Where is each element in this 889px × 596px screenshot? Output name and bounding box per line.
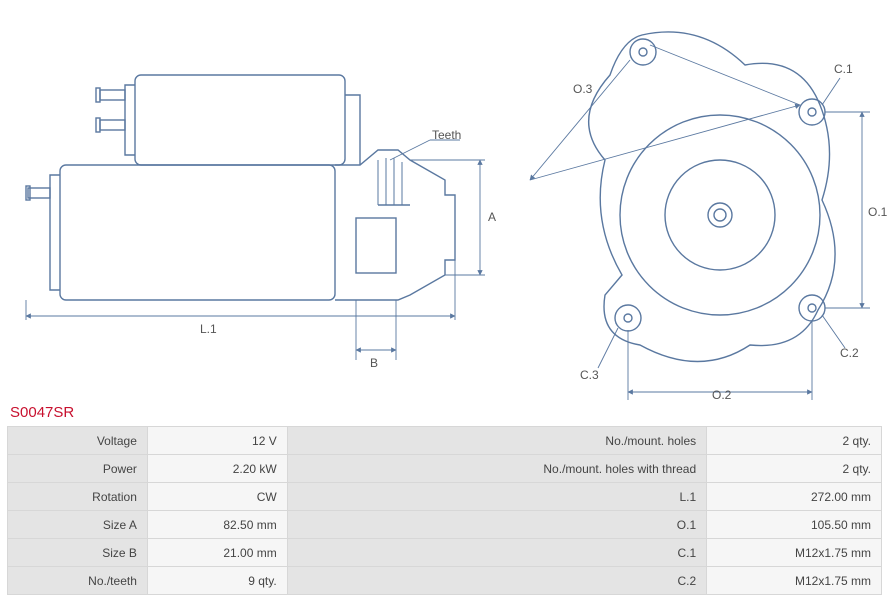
- spec-label: No./teeth: [8, 567, 148, 595]
- label-A: A: [488, 210, 496, 224]
- spec-value: 272.00 mm: [707, 483, 882, 511]
- label-teeth: Teeth: [432, 128, 461, 142]
- spec-label: Size A: [8, 511, 148, 539]
- table-row: Size A 82.50 mm O.1 105.50 mm: [8, 511, 882, 539]
- spec-value: M12x1.75 mm: [707, 567, 882, 595]
- spec-label: Size B: [8, 539, 148, 567]
- front-view: [589, 32, 835, 362]
- diagram-area: Teeth A B L.1 O.3 O.1 O.2 C.1 C.2 C.3: [0, 0, 889, 400]
- table-row: Size B 21.00 mm C.1 M12x1.75 mm: [8, 539, 882, 567]
- specs-table: Voltage 12 V No./mount. holes 2 qty. Pow…: [7, 426, 882, 595]
- spec-value: 82.50 mm: [147, 511, 287, 539]
- label-L1: L.1: [200, 322, 217, 336]
- label-B: B: [370, 356, 378, 370]
- label-O2: O.2: [712, 388, 731, 402]
- spec-value: 21.00 mm: [147, 539, 287, 567]
- spec-label: No./mount. holes with thread: [287, 455, 706, 483]
- spec-value: CW: [147, 483, 287, 511]
- table-row: Power 2.20 kW No./mount. holes with thre…: [8, 455, 882, 483]
- label-C3: C.3: [580, 368, 599, 382]
- spec-label: O.1: [287, 511, 706, 539]
- spec-label: L.1: [287, 483, 706, 511]
- spec-value: 2 qty.: [707, 427, 882, 455]
- spec-value: 2 qty.: [707, 455, 882, 483]
- spec-label: No./mount. holes: [287, 427, 706, 455]
- table-row: Voltage 12 V No./mount. holes 2 qty.: [8, 427, 882, 455]
- spec-value: 12 V: [147, 427, 287, 455]
- label-O1: O.1: [868, 205, 887, 219]
- table-row: No./teeth 9 qty. C.2 M12x1.75 mm: [8, 567, 882, 595]
- label-O3: O.3: [573, 82, 592, 96]
- side-view: [26, 75, 455, 300]
- spec-value: M12x1.75 mm: [707, 539, 882, 567]
- spec-label: C.1: [287, 539, 706, 567]
- technical-drawing: [0, 0, 889, 400]
- spec-value: 105.50 mm: [707, 511, 882, 539]
- part-number: S0047SR: [10, 404, 74, 421]
- spec-value: 9 qty.: [147, 567, 287, 595]
- spec-label: C.2: [287, 567, 706, 595]
- spec-label: Power: [8, 455, 148, 483]
- spec-value: 2.20 kW: [147, 455, 287, 483]
- label-C1: C.1: [834, 62, 853, 76]
- spec-label: Rotation: [8, 483, 148, 511]
- label-C2: C.2: [840, 346, 859, 360]
- spec-label: Voltage: [8, 427, 148, 455]
- table-row: Rotation CW L.1 272.00 mm: [8, 483, 882, 511]
